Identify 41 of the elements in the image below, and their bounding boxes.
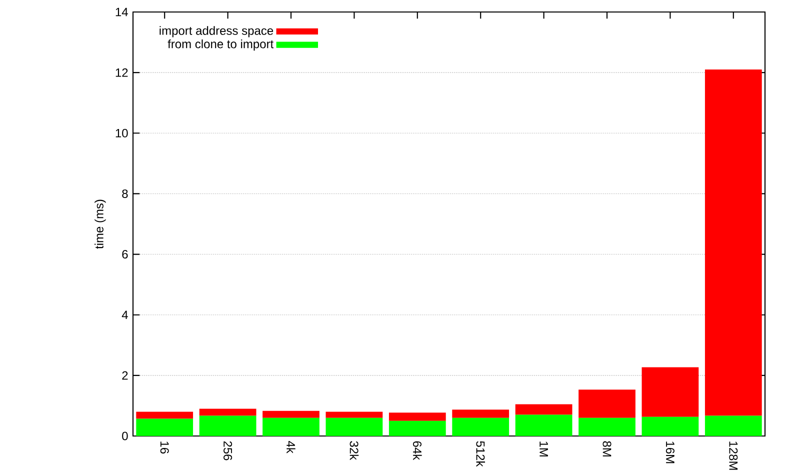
y-tick-label: 14 [116,8,128,16]
bar [262,410,320,418]
bar [452,418,510,436]
bar [199,408,256,416]
y-tick-label: 10 [116,128,128,138]
bar [642,367,699,417]
x-tick-label: 64k [412,441,422,460]
y-tick-label: 0 [122,432,128,440]
legend-label: import address space [160,26,274,38]
bar [199,416,256,436]
bar [452,410,510,418]
y-tick-label: 6 [122,250,128,258]
bar [388,420,446,436]
bar [515,404,572,415]
legend-label: from clone to import [168,39,274,51]
x-tick-label: 16 [160,442,169,454]
bar [704,416,762,436]
bar [578,418,636,436]
bar [326,418,383,436]
bar [578,390,636,418]
y-axis-title: time (ms) [94,200,106,249]
x-tick-label: 256 [224,441,232,460]
y-tick-label: 4 [122,310,128,319]
x-tick-label: 1M [540,442,548,456]
bar [642,416,699,436]
y-tick-label: 8 [122,189,128,198]
y-tick-label: 2 [122,371,128,380]
bar [704,69,762,416]
x-tick-label: 32k [350,441,359,460]
bar [515,414,572,436]
bar [136,418,194,436]
x-tick-label: 128M [729,442,738,470]
bar [262,418,320,436]
x-tick-label: 4k [286,440,296,454]
y-tick-label: 12 [116,68,128,77]
x-tick-label: 512k [476,441,486,467]
bar [326,412,383,418]
x-tick-label: 8M [602,441,612,456]
bar [136,412,194,419]
bar [388,412,446,421]
x-tick-label: 16M [666,442,674,463]
